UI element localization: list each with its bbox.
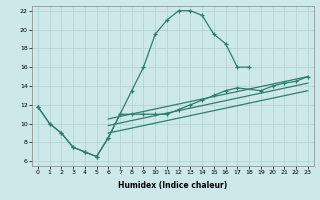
X-axis label: Humidex (Indice chaleur): Humidex (Indice chaleur) [118,181,228,190]
